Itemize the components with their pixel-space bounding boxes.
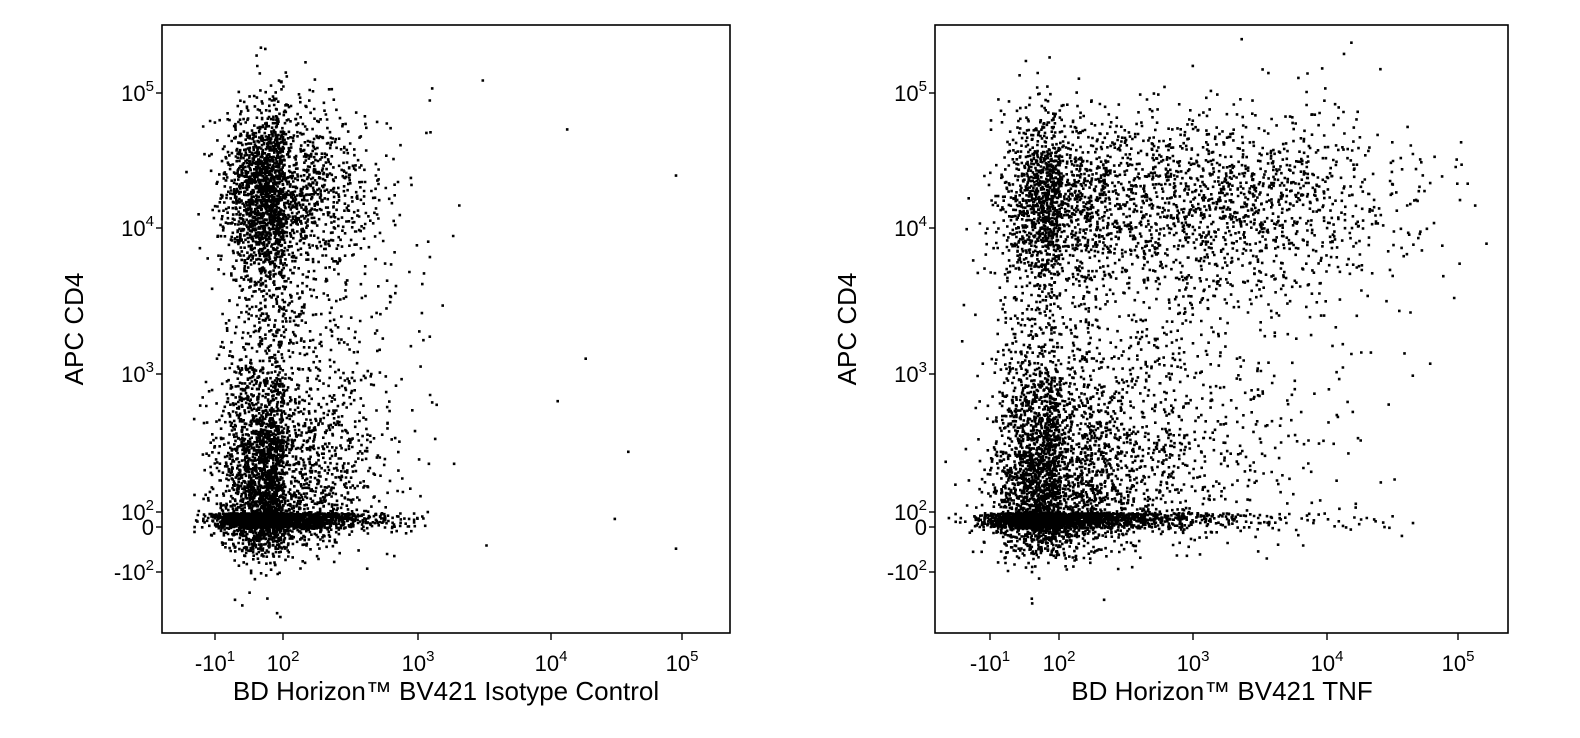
- plot-2-x-tick-label-base: 10: [1177, 651, 1201, 676]
- plot-1-x-tick-label-base: 10: [666, 651, 690, 676]
- plot-2-y-tick-label-exponent: 4: [919, 213, 927, 230]
- plot-1-x-tick-label-base: 10: [402, 651, 426, 676]
- plot-2-x-tick-label-base: 10: [1442, 651, 1466, 676]
- plot-2-x-tick-label-exponent: 2: [1067, 648, 1075, 665]
- plot-1-y-tick-label-base: 0: [142, 515, 154, 540]
- plot-2-y-tick-label-exponent: 2: [919, 557, 927, 574]
- plot-1-x-tick-label-base: 10: [535, 651, 559, 676]
- plot-1-x-tick-label-exponent: 5: [690, 648, 698, 665]
- plot-1-y-tick-label-base: -10: [114, 560, 146, 585]
- plot-2-x-tick-label-base: 10: [1043, 651, 1067, 676]
- plot-2-x-tick-label-exponent: 4: [1335, 648, 1343, 665]
- plot-2-x-tick-label-exponent: 3: [1201, 648, 1209, 665]
- plot-2-y-tick-label-exponent: 3: [919, 359, 927, 376]
- plot-1-y-tick-label-base: 10: [121, 81, 145, 106]
- plot-1-x-tick-label-base: 10: [267, 651, 291, 676]
- plot-2-y-tick-label-base: -10: [887, 560, 919, 585]
- plot-1-y-tick-label-base: 10: [121, 362, 145, 387]
- plot-2-y-tick-label-base: 10: [894, 81, 918, 106]
- plot-2-x-tick-label-base: 10: [1311, 651, 1335, 676]
- plot-2-y-tick-label-exponent: 5: [919, 78, 927, 95]
- plot-1-y-tick-label-exponent: 2: [146, 557, 154, 574]
- plot-2-y-tick-label-base: 10: [894, 362, 918, 387]
- plot-1-x-tick-label-exponent: 2: [291, 648, 299, 665]
- plot-1-x-tick-label-exponent: 1: [227, 648, 235, 665]
- plot-1-y-tick-label-exponent: 3: [146, 359, 154, 376]
- plot-2-y-tick-label: 0: [915, 515, 927, 540]
- plot-2-y-tick-label-base: 10: [894, 216, 918, 241]
- plot-2-y-tick-label-base: 0: [915, 515, 927, 540]
- plot-1-x-tick-label-exponent: 3: [426, 648, 434, 665]
- plot-1-y-tick-label-exponent: 5: [146, 78, 154, 95]
- plot-2-x-tick-label-exponent: 1: [1002, 648, 1010, 665]
- plot-2-x-axis-label: BD Horizon™ BV421 TNF: [1071, 676, 1373, 706]
- plot-1-x-tick-label-base: -10: [195, 651, 227, 676]
- plot-1-y-axis-label: APC CD4: [59, 273, 89, 386]
- plot-1-y-tick-label-exponent: 4: [146, 213, 154, 230]
- plot-1-y-tick-label: 0: [142, 515, 154, 540]
- plot-1-x-tick-label-exponent: 4: [559, 648, 567, 665]
- plot-2-y-tick-label-exponent: 2: [919, 497, 927, 514]
- plot-2-y-axis-label: APC CD4: [832, 273, 862, 386]
- plot-1-x-axis-label: BD Horizon™ BV421 Isotype Control: [233, 676, 659, 706]
- plot-1-y-tick-label-base: 10: [121, 216, 145, 241]
- plot-2-x-tick-label-base: -10: [970, 651, 1002, 676]
- plot-2-x-tick-label-exponent: 5: [1466, 648, 1474, 665]
- plot-1-y-tick-label-exponent: 2: [146, 497, 154, 514]
